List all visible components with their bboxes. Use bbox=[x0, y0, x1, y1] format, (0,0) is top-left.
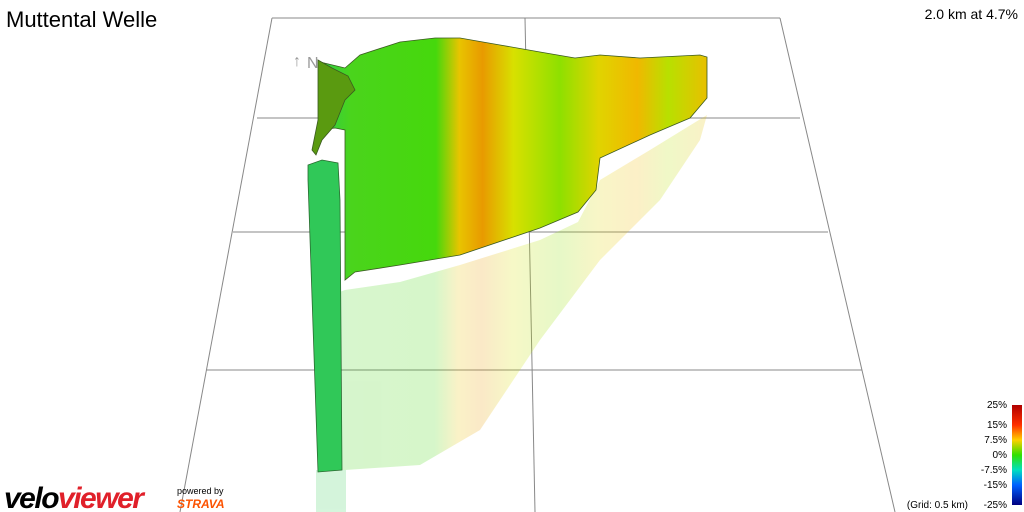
compass-label: N bbox=[307, 55, 319, 72]
powered-by: powered by bbox=[177, 486, 224, 496]
profile-wall bbox=[319, 37, 708, 281]
legend-label: 0% bbox=[993, 450, 1008, 461]
profile-left-edge bbox=[311, 59, 356, 156]
legend-label: 7.5% bbox=[984, 435, 1007, 446]
legend-label: 15% bbox=[987, 420, 1007, 431]
summary: 2.0 km at 4.7% bbox=[925, 6, 1018, 22]
profile-reflection bbox=[316, 115, 707, 512]
legend-labels: 25% 15% 7.5% 0% -7.5% -15% -25% bbox=[981, 400, 1007, 511]
legend-label: -25% bbox=[984, 500, 1007, 511]
legend-color-bar bbox=[1012, 405, 1022, 505]
strava-logo: STRAVA bbox=[177, 497, 225, 511]
legend-label: 25% bbox=[987, 400, 1007, 411]
legend-label: -7.5% bbox=[981, 465, 1007, 476]
grid-note: (Grid: 0.5 km) bbox=[907, 500, 968, 511]
logo-velo: velo bbox=[4, 482, 59, 512]
title: Muttental Welle bbox=[6, 7, 157, 32]
logo-viewer: viewer bbox=[58, 482, 146, 512]
legend-label: -15% bbox=[984, 480, 1007, 491]
profile-near-column bbox=[307, 159, 343, 473]
compass-arrow: ↑ bbox=[293, 53, 301, 70]
logo: veloviewer bbox=[4, 482, 146, 512]
